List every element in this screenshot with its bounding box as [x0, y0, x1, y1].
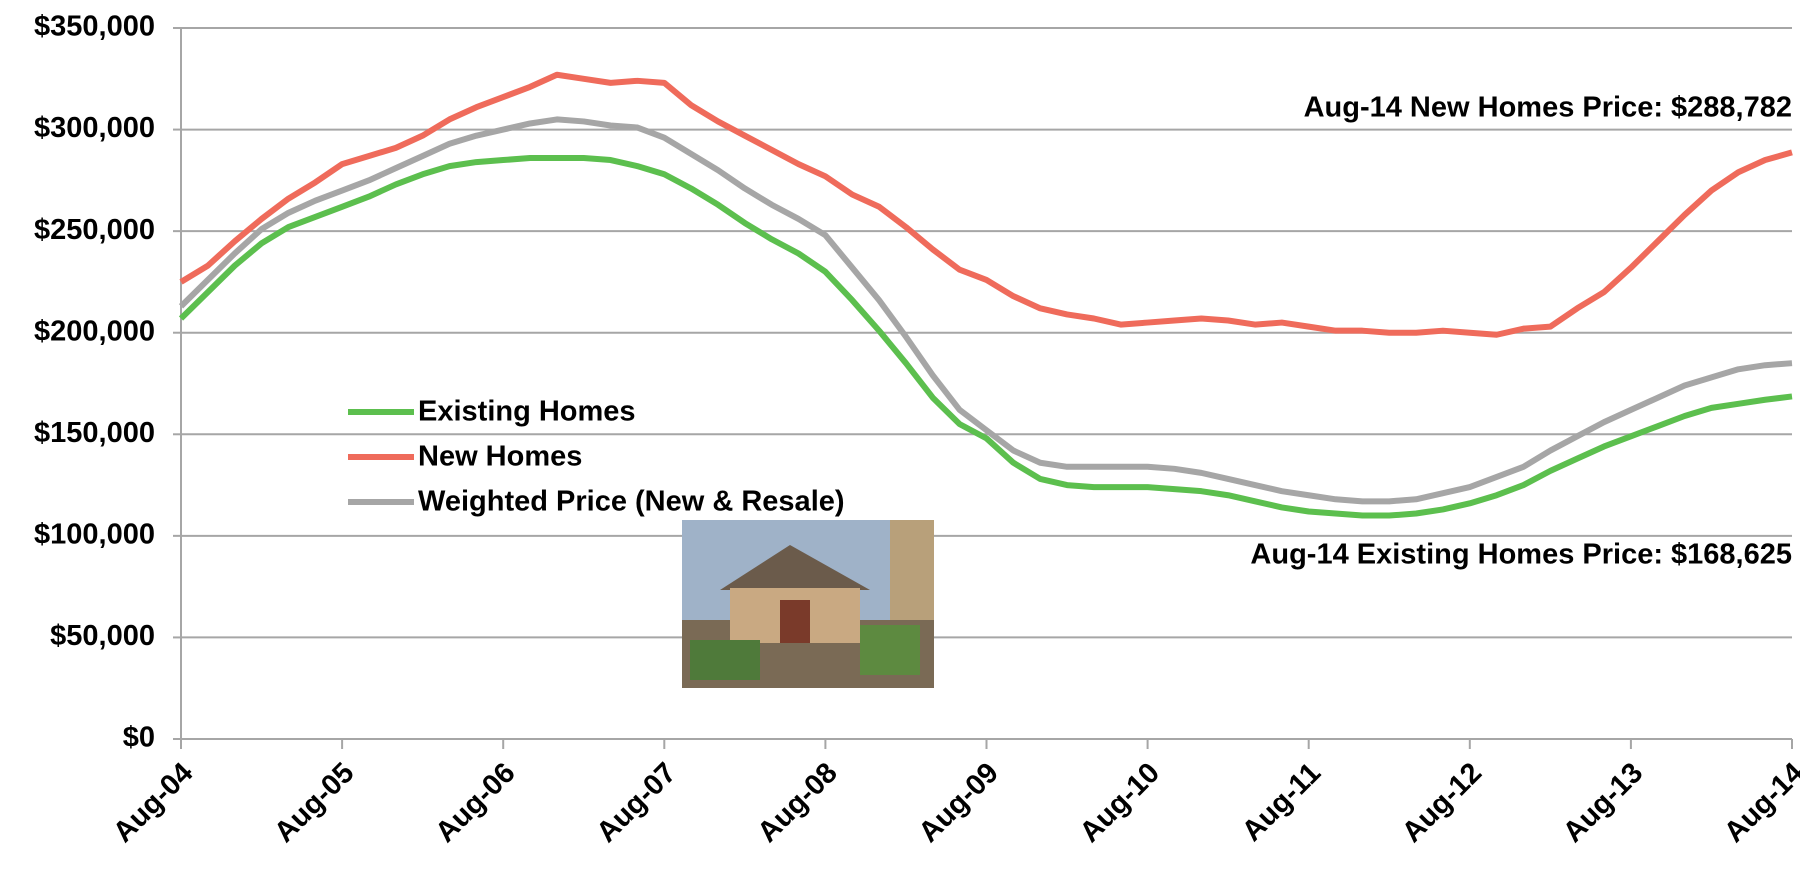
x-tick-label: Aug-14: [1718, 757, 1800, 849]
series-line: [179, 71, 1793, 338]
y-tick-label: $350,000: [34, 11, 155, 43]
legend-label: Weighted Price (New & Resale): [418, 486, 845, 518]
y-tick-label: $250,000: [34, 214, 155, 246]
annotation: Aug-14 New Homes Price: $288,782: [1304, 92, 1792, 124]
y-tick-label: $300,000: [34, 112, 155, 144]
x-tick-label: Aug-11: [1236, 757, 1327, 848]
house-photo: [682, 520, 934, 688]
annotation: Aug-14 Existing Homes Price: $168,625: [1250, 539, 1792, 571]
series-line: [178, 155, 1793, 519]
x-tick-label: Aug-05: [268, 757, 360, 849]
y-tick-label: $50,000: [50, 620, 155, 652]
x-tick-label: Aug-08: [752, 757, 844, 849]
y-tick-label: $0: [123, 722, 155, 754]
series-line: [178, 116, 1793, 505]
x-tick-label: Aug-06: [429, 757, 521, 849]
y-tick-label: $100,000: [34, 519, 155, 551]
legend-label: New Homes: [418, 441, 582, 473]
x-tick-label: Aug-13: [1557, 757, 1649, 849]
y-tick-label: $150,000: [34, 417, 155, 449]
legend-label: Existing Homes: [418, 396, 636, 428]
y-tick-label: $200,000: [34, 315, 155, 347]
x-tick-label: Aug-10: [1074, 757, 1166, 849]
x-tick-label: Aug-09: [913, 757, 1005, 849]
x-tick-label: Aug-04: [107, 757, 199, 849]
x-tick-label: Aug-12: [1396, 757, 1488, 849]
x-tick-label: Aug-07: [591, 757, 683, 849]
